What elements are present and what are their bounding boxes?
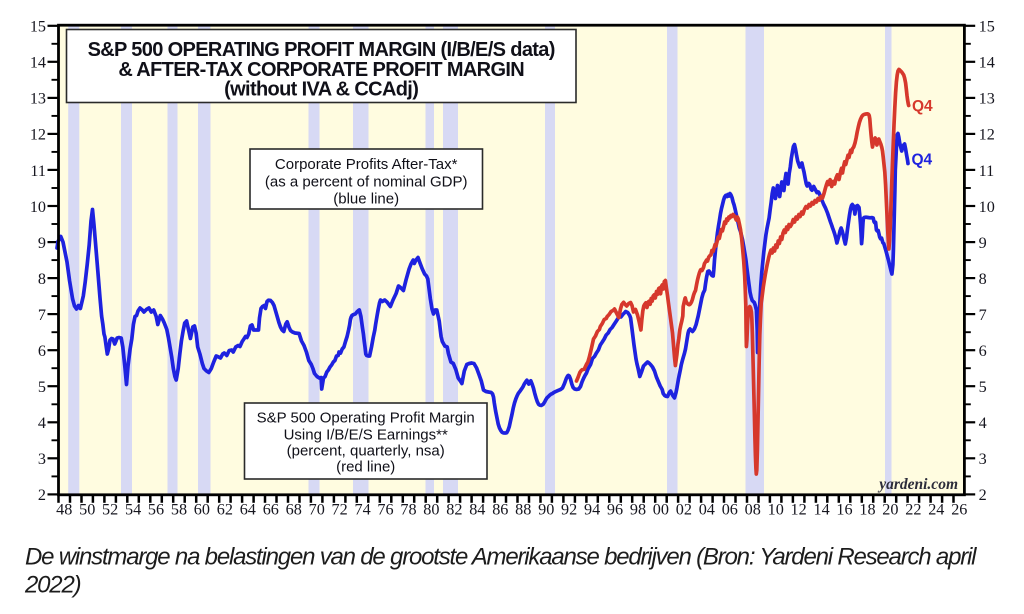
svg-text:86: 86 (492, 501, 508, 519)
svg-text:12: 12 (979, 126, 995, 144)
svg-text:96: 96 (607, 501, 623, 519)
svg-text:54: 54 (125, 501, 141, 519)
svg-text:15: 15 (30, 18, 46, 36)
svg-text:82: 82 (446, 501, 462, 519)
svg-text:6: 6 (38, 342, 46, 360)
svg-text:76: 76 (377, 501, 393, 519)
svg-text:20: 20 (882, 501, 898, 519)
svg-text:5: 5 (38, 378, 46, 396)
svg-text:11: 11 (30, 162, 46, 180)
svg-text:14: 14 (30, 54, 46, 72)
svg-text:24: 24 (928, 501, 944, 519)
svg-text:78: 78 (400, 501, 416, 519)
svg-text:(blue line): (blue line) (333, 191, 399, 208)
svg-text:8: 8 (38, 270, 46, 288)
svg-text:2022): 2022) (24, 572, 81, 599)
svg-text:(red line): (red line) (336, 459, 395, 476)
svg-text:6: 6 (979, 342, 987, 360)
svg-text:06: 06 (722, 501, 738, 519)
svg-text:2: 2 (979, 486, 987, 504)
svg-text:60: 60 (194, 501, 210, 519)
svg-text:88: 88 (515, 501, 531, 519)
svg-text:13: 13 (979, 90, 995, 108)
svg-text:Q4: Q4 (912, 152, 933, 169)
svg-text:Q4: Q4 (912, 98, 933, 115)
svg-text:48: 48 (56, 501, 72, 519)
svg-text:11: 11 (979, 162, 995, 180)
svg-text:12: 12 (791, 501, 807, 519)
svg-text:9: 9 (979, 234, 987, 252)
svg-text:4: 4 (38, 414, 46, 432)
svg-text:72: 72 (332, 501, 348, 519)
svg-text:74: 74 (355, 501, 371, 519)
svg-text:(without IVA & CCAdj): (without IVA & CCAdj) (224, 79, 418, 101)
svg-text:70: 70 (309, 501, 325, 519)
svg-text:& AFTER-TAX CORPORATE PROFIT M: & AFTER-TAX CORPORATE PROFIT MARGIN (118, 59, 524, 81)
svg-text:68: 68 (286, 501, 302, 519)
svg-text:9: 9 (38, 234, 46, 252)
svg-text:22: 22 (905, 501, 921, 519)
svg-text:4: 4 (979, 414, 987, 432)
svg-text:92: 92 (561, 501, 577, 519)
svg-text:S&P 500 OPERATING PROFIT MARGI: S&P 500 OPERATING PROFIT MARGIN (I/B/E/S… (88, 39, 555, 61)
svg-text:7: 7 (38, 306, 46, 324)
svg-text:52: 52 (102, 501, 118, 519)
svg-text:94: 94 (584, 501, 600, 519)
svg-text:04: 04 (699, 501, 715, 519)
svg-text:00: 00 (653, 501, 669, 519)
svg-text:16: 16 (836, 501, 852, 519)
svg-text:yardeni.com: yardeni.com (877, 476, 958, 493)
svg-text:08: 08 (745, 501, 761, 519)
svg-text:64: 64 (240, 501, 256, 519)
svg-text:3: 3 (979, 450, 987, 468)
svg-text:14: 14 (814, 501, 830, 519)
svg-text:(as a percent of nominal GDP): (as a percent of nominal GDP) (265, 174, 468, 191)
svg-text:62: 62 (217, 501, 233, 519)
svg-text:56: 56 (148, 501, 164, 519)
svg-text:3: 3 (38, 450, 46, 468)
svg-text:80: 80 (423, 501, 439, 519)
svg-text:98: 98 (630, 501, 646, 519)
svg-text:Using I/B/E/S Earnings**: Using I/B/E/S Earnings** (284, 427, 448, 444)
svg-text:02: 02 (676, 501, 692, 519)
svg-text:10: 10 (768, 501, 784, 519)
svg-text:8: 8 (979, 270, 987, 288)
svg-text:15: 15 (979, 18, 995, 36)
svg-text:50: 50 (79, 501, 95, 519)
svg-text:7: 7 (979, 306, 987, 324)
svg-text:10: 10 (979, 198, 995, 216)
svg-text:2: 2 (38, 486, 46, 504)
svg-text:10: 10 (30, 198, 46, 216)
svg-text:14: 14 (979, 54, 995, 72)
svg-text:5: 5 (979, 378, 987, 396)
svg-text:18: 18 (859, 501, 875, 519)
svg-text:84: 84 (469, 501, 485, 519)
svg-text:13: 13 (30, 90, 46, 108)
svg-text:26: 26 (951, 501, 967, 519)
svg-text:(percent, quarterly, nsa): (percent, quarterly, nsa) (287, 443, 445, 460)
svg-text:Corporate Profits After-Tax*: Corporate Profits After-Tax* (275, 156, 458, 173)
svg-text:66: 66 (263, 501, 279, 519)
svg-text:58: 58 (171, 501, 187, 519)
svg-text:12: 12 (30, 126, 46, 144)
svg-text:S&P 500 Operating Profit Margi: S&P 500 Operating Profit Margin (257, 410, 475, 427)
svg-text:90: 90 (538, 501, 554, 519)
svg-text:De winstmarge na belastingen v: De winstmarge na belastingen van de groo… (25, 544, 977, 571)
